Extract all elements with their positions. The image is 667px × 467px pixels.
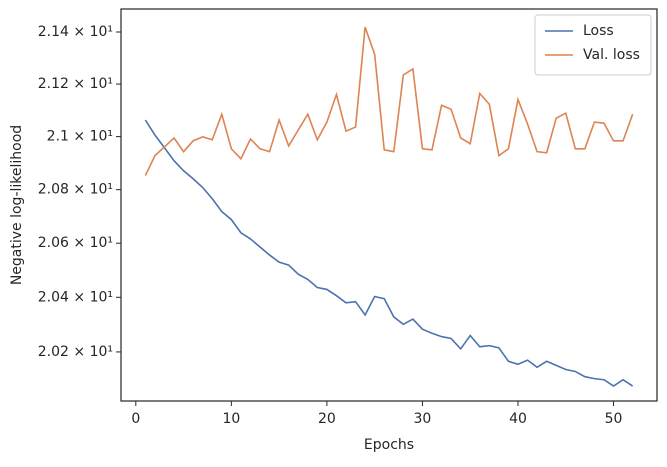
x-tick-label: 20 xyxy=(318,411,336,427)
x-tick-label: 50 xyxy=(605,411,623,427)
x-tick-label: 0 xyxy=(131,411,140,427)
y-tick-label: 2.14 × 10¹ xyxy=(38,24,113,40)
y-tick-label: 2.12 × 10¹ xyxy=(38,76,113,92)
series-line xyxy=(144,26,634,176)
y-tick-label: 2.02 × 10¹ xyxy=(38,344,113,360)
x-tick-label: 30 xyxy=(414,411,432,427)
y-axis-label: Negative log-likelihood xyxy=(9,125,25,285)
x-tick-label: 10 xyxy=(222,411,240,427)
y-tick-label: 2.1 × 10¹ xyxy=(47,129,113,145)
series-line xyxy=(144,119,634,388)
legend-box xyxy=(534,14,652,76)
y-tick-label: 2.04 × 10¹ xyxy=(38,289,113,305)
legend-label: Val. loss xyxy=(583,47,640,63)
y-tick-label: 2.06 × 10¹ xyxy=(38,235,113,251)
y-tick-label: 2.08 × 10¹ xyxy=(38,182,113,198)
plot-frame xyxy=(120,8,658,402)
x-tick-label: 40 xyxy=(509,411,527,427)
legend-label: Loss xyxy=(583,23,614,39)
x-axis-label: Epochs xyxy=(364,437,414,453)
